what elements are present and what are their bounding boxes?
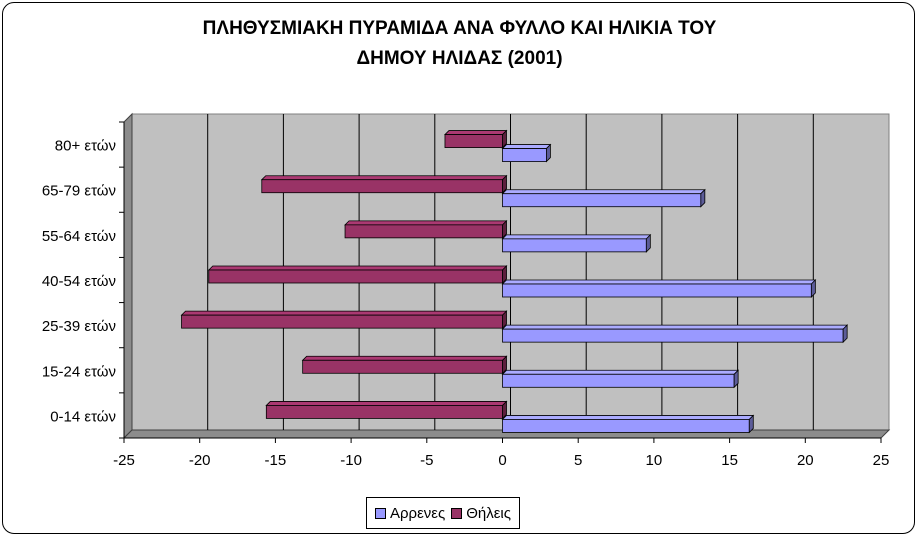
bar-males-top (501, 324, 849, 330)
y-category-label: 80+ ετών (55, 138, 116, 155)
y-category-label: 65-79 ετών (42, 183, 116, 200)
bar-females-side (502, 310, 507, 330)
bar-males-top (501, 279, 817, 285)
y-category-label: 40-54 ετών (42, 273, 116, 290)
legend-item-females: Θήλεις (451, 505, 511, 522)
bar-females-side (502, 129, 507, 149)
x-tick-label: 5 (574, 452, 582, 469)
bar-males-top (501, 415, 755, 420)
chart-title: ΠΛΗΘΥΣΜΙΑΚΗ ΠΥΡΑΜΙΔΑ ΑΝΑ ΦΥΛΛΟ ΚΑΙ ΗΛΙΚΙ… (0, 14, 919, 74)
bar-females-top (207, 265, 508, 271)
y-category-label: 0-14 ετών (50, 408, 116, 425)
chart-title-line-2: ΔΗΜΟΥ ΗΛΙΔΑΣ (2001) (356, 48, 563, 69)
bar-females (444, 134, 503, 148)
bar-males (502, 373, 735, 388)
bar-males-top (501, 369, 740, 375)
x-tick-label: -25 (113, 452, 135, 469)
bar-males-top (501, 144, 552, 149)
bar-males (502, 419, 750, 433)
bar-males (502, 148, 547, 162)
bar-females-side (502, 174, 507, 194)
bar-males-side (733, 369, 739, 389)
bar-females-side (502, 265, 507, 284)
x-tick-label: -20 (189, 452, 211, 469)
x-tick-label: 25 (873, 452, 890, 469)
bar-females-top (180, 310, 508, 316)
bar-females-top (344, 220, 508, 226)
legend-swatch-females (451, 507, 463, 519)
bar-males-top (501, 234, 652, 240)
x-tick-label: -5 (420, 452, 433, 469)
bar-males (502, 193, 702, 208)
bar-females (265, 405, 503, 419)
bar-females (208, 269, 503, 284)
bar-males (502, 283, 812, 298)
legend: Αρρενες Θήλεις (366, 497, 520, 529)
bar-females-top (260, 175, 508, 181)
x-tick-label: -10 (340, 452, 362, 469)
x-tick-label: 10 (646, 452, 663, 469)
bar-males-side (700, 188, 706, 208)
bar-females-top (265, 401, 508, 406)
x-tick-label: 0 (498, 452, 506, 469)
bar-males-side (546, 143, 551, 163)
y-category-label: 25-39 ετών (42, 318, 116, 335)
bar-females (181, 314, 503, 329)
bar-males (502, 328, 844, 343)
bar-females-side (502, 219, 507, 239)
legend-swatch-males (375, 507, 386, 519)
bar-males-side (842, 324, 848, 344)
legend-label-females: Θήλεις (466, 504, 511, 522)
x-tick-label: 20 (797, 452, 814, 469)
bar-females-top (444, 130, 508, 135)
bar-females (344, 224, 503, 239)
legend-item-males: Αρρενες (375, 505, 445, 522)
bar-males-top (501, 189, 706, 195)
bar-females-side (502, 355, 507, 375)
bar-females (302, 359, 503, 374)
y-category-label: 55-64 ετών (42, 228, 116, 245)
y-category-label: 15-24 ετών (42, 363, 116, 380)
x-tick-label: -15 (265, 452, 287, 469)
bar-females-side (502, 400, 507, 420)
bar-females-top (301, 355, 508, 361)
plot-side-wall (123, 112, 133, 440)
bar-males (502, 238, 647, 253)
x-tick-label: 15 (721, 452, 738, 469)
bar-males-side (748, 414, 754, 434)
legend-label-males: Αρρενες (390, 504, 446, 522)
chart-title-line-1: ΠΛΗΘΥΣΜΙΑΚΗ ΠΥΡΑΜΙΔΑ ΑΝΑ ΦΥΛΛΟ ΚΑΙ ΗΛΙΚΙ… (202, 18, 717, 39)
bar-males-side (810, 279, 816, 298)
bar-females (261, 179, 503, 194)
bar-males-side (645, 233, 651, 253)
